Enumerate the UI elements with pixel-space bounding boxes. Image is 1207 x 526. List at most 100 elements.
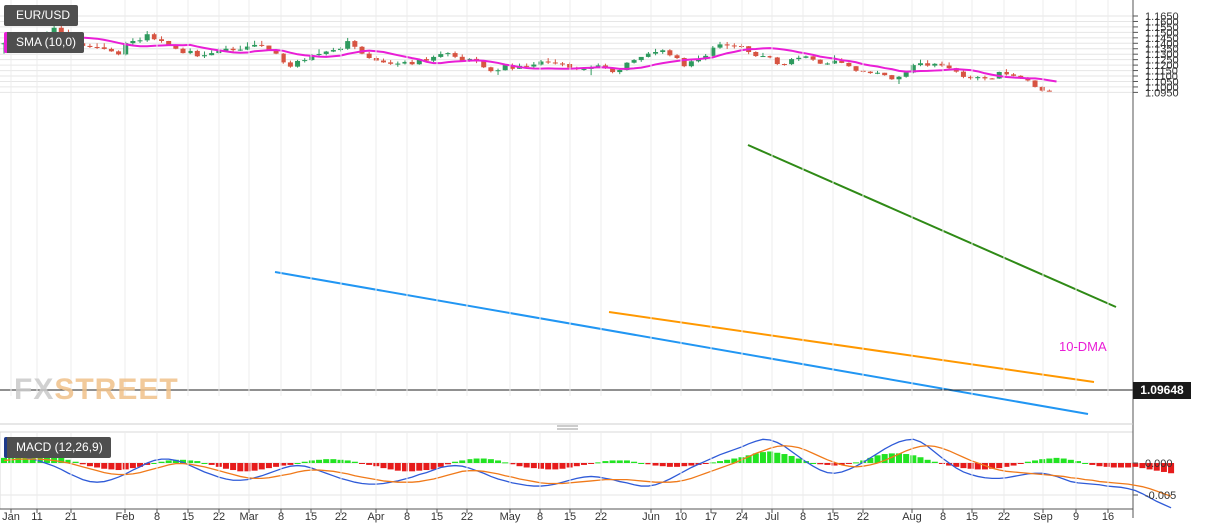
price-tick-label: 1.1300	[1145, 49, 1179, 61]
candle-body	[252, 44, 258, 47]
candle-body	[237, 49, 243, 51]
candle-body	[753, 52, 759, 57]
price-tick-label: 1.1650	[1145, 11, 1179, 23]
macd-histogram-bar	[538, 463, 544, 469]
price-tick-label: 1.1450	[1145, 33, 1179, 45]
time-tick-label: 15	[827, 511, 839, 523]
candle	[402, 60, 408, 65]
candle-body	[932, 63, 938, 66]
candle-body	[968, 76, 974, 79]
candle-body	[581, 68, 587, 70]
candle-body	[58, 27, 64, 33]
candle	[753, 51, 759, 57]
candle-body	[273, 50, 279, 54]
macd-histogram-bar	[1046, 458, 1053, 463]
candle-body	[380, 60, 386, 63]
macd-histogram-bar	[795, 458, 802, 463]
candle	[252, 40, 258, 47]
time-tick-label: 9	[1073, 511, 1079, 523]
candle	[423, 57, 429, 62]
macd-histogram-bar	[416, 463, 423, 471]
macd-histogram-bar	[831, 463, 838, 466]
candle	[244, 42, 250, 51]
price-tick-label: 1.1250	[1145, 55, 1179, 67]
macd-axis: 0.000 -0.005	[1133, 458, 1176, 502]
candle-body	[1046, 90, 1052, 92]
candle	[882, 72, 888, 76]
pane-splitter[interactable]	[0, 423, 1133, 430]
macd-histogram-bar	[731, 458, 738, 463]
candle-body	[287, 62, 293, 67]
candle-body	[488, 67, 494, 72]
time-tick-label: 8	[800, 511, 806, 523]
trendlines	[274, 144, 1117, 415]
candle	[738, 43, 744, 49]
candle-body	[960, 71, 966, 77]
candle-body	[502, 65, 508, 71]
candle	[345, 37, 351, 50]
macd-histogram-bar	[645, 463, 652, 465]
candle-body	[760, 56, 766, 58]
macd-histogram-bar	[616, 460, 623, 463]
candle-body	[810, 56, 816, 60]
macd-histogram-bar	[201, 463, 208, 464]
macd-histogram-bar	[1067, 459, 1074, 463]
candle	[975, 76, 981, 81]
candle-body	[667, 50, 673, 56]
candle	[674, 54, 680, 60]
watermark-street: STREET	[54, 373, 179, 406]
candle-body	[123, 43, 129, 55]
macd-histogram-bar	[1110, 463, 1117, 468]
symbol-label[interactable]: EUR/USD	[4, 5, 79, 26]
sma-indicator-label[interactable]: SMA (10,0)	[4, 32, 85, 53]
macd-histogram-bar	[1168, 463, 1175, 474]
candle	[180, 47, 186, 54]
candle-body	[917, 63, 923, 66]
time-tick-label: 22	[857, 511, 869, 523]
candle-body	[94, 46, 100, 48]
macd-tick-label: 0.000	[1145, 458, 1173, 470]
macd-indicator-label[interactable]: MACD (12,26,9)	[4, 437, 111, 458]
time-tick-label: Sep	[1033, 511, 1053, 523]
macd-histogram-bar	[545, 463, 552, 470]
macd-histogram-bar	[237, 463, 244, 472]
candle	[409, 59, 415, 66]
candle-body	[144, 34, 150, 41]
candle-body	[345, 41, 351, 49]
macd-histogram-bar	[444, 463, 451, 465]
candle	[781, 63, 787, 66]
macd-histogram-bar	[666, 463, 673, 467]
candle-body	[402, 61, 408, 64]
macd-histogram-bar	[1089, 463, 1096, 465]
candle-body	[166, 40, 172, 45]
macd-grid	[0, 431, 1134, 510]
candle	[237, 45, 243, 51]
macd-histogram-bar	[967, 463, 974, 469]
candle	[280, 53, 286, 64]
candle-body	[731, 45, 737, 47]
macd-line	[3, 438, 1172, 509]
candle-body	[316, 53, 322, 55]
candle-body	[323, 51, 329, 54]
candle-body	[194, 50, 200, 57]
macd-histogram-bar	[287, 463, 294, 465]
macd-histogram-bar	[244, 463, 251, 472]
macd-histogram-bar	[509, 463, 516, 465]
macd-histogram-bar	[602, 461, 609, 463]
macd-histogram-bar	[187, 460, 194, 463]
macd-histogram-bar	[853, 462, 860, 464]
macd-histogram-bar	[101, 463, 108, 469]
macd-histogram-bar	[158, 461, 165, 463]
time-tick-label: 21	[65, 511, 77, 523]
candle	[946, 62, 952, 70]
macd-histogram-bar	[495, 460, 502, 463]
price-tick-label: 1.1200	[1145, 60, 1179, 72]
macd-pane-frame	[0, 431, 1134, 510]
orange-support-line	[608, 311, 1095, 383]
macd-histogram-bar	[1060, 458, 1067, 463]
candle-body	[509, 65, 515, 69]
time-tick-label: 15	[966, 511, 978, 523]
candle-body	[681, 58, 687, 67]
macd-histogram-bar	[316, 459, 323, 463]
candle	[151, 32, 157, 41]
